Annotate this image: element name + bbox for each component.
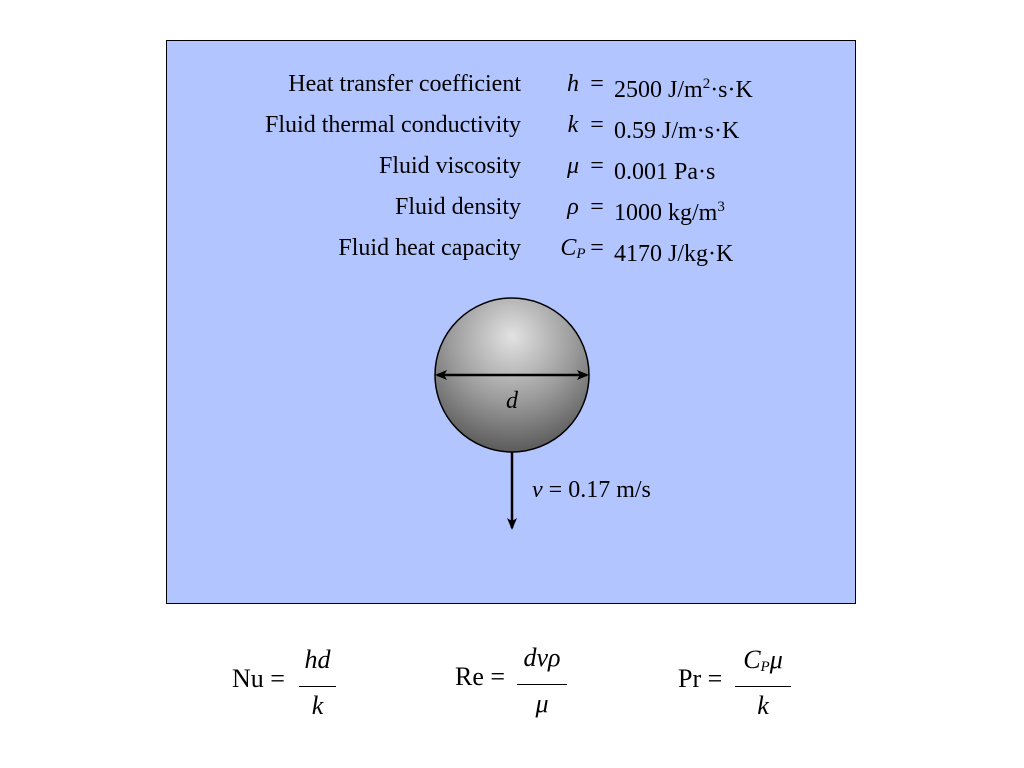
property-row-heat-transfer-coefficient: Heat transfer coefficient h = 2500 J/m2·…: [167, 69, 855, 103]
formula-fraction: CPμ k: [735, 645, 791, 721]
velocity-label: v = 0.17 m/s: [532, 477, 651, 503]
property-label: Fluid density: [394, 194, 521, 220]
formula-fraction: hd k: [299, 645, 336, 721]
formula-denominator: k: [311, 691, 324, 720]
property-symbol: h: [567, 71, 579, 97]
formula-lhs: Nu =: [232, 664, 285, 693]
formula-numerator: dvρ: [523, 643, 561, 672]
formula-fraction: dvρ μ: [517, 643, 567, 719]
formula-denominator: μ: [535, 689, 549, 718]
property-symbol: k: [567, 112, 579, 138]
equals-sign: =: [590, 71, 604, 97]
property-label: Fluid thermal conductivity: [265, 112, 521, 138]
equals-sign: =: [590, 112, 604, 138]
formula-lhs: Re =: [455, 662, 506, 691]
formula-numerator: CPμ: [743, 645, 783, 675]
property-value: 0.59 J/m·s·K: [614, 118, 740, 144]
formula-numerator: hd: [304, 645, 331, 674]
property-symbol: CP: [560, 235, 586, 262]
property-label: Fluid viscosity: [378, 153, 521, 179]
property-symbol: ρ: [567, 194, 579, 220]
property-label: Fluid heat capacity: [338, 235, 521, 261]
property-label: Heat transfer coefficient: [288, 71, 521, 97]
property-value: 1000 kg/m3: [614, 199, 725, 226]
property-value: 0.001 Pa·s: [614, 159, 716, 185]
equals-sign: =: [590, 235, 604, 261]
fraction-bar: [299, 686, 336, 687]
property-row-density: Fluid density ρ = 1000 kg/m3: [167, 192, 855, 226]
formula-lhs: Pr =: [678, 664, 723, 693]
fraction-bar: [735, 686, 791, 687]
property-symbol: μ: [566, 153, 580, 179]
property-row-thermal-conductivity: Fluid thermal conductivity k = 0.59 J/m·…: [167, 110, 855, 144]
property-row-viscosity: Fluid viscosity μ = 0.001 Pa·s: [167, 151, 855, 185]
equals-sign: =: [590, 194, 604, 220]
property-row-heat-capacity: Fluid heat capacity CP = 4170 J/kg·K: [167, 233, 855, 267]
property-value: 4170 J/kg·K: [614, 241, 734, 267]
fraction-bar: [517, 684, 567, 685]
property-value: 2500 J/m2·s·K: [614, 76, 753, 103]
diameter-label: d: [506, 388, 519, 414]
formula-denominator: k: [757, 691, 769, 720]
equals-sign: =: [590, 153, 604, 179]
